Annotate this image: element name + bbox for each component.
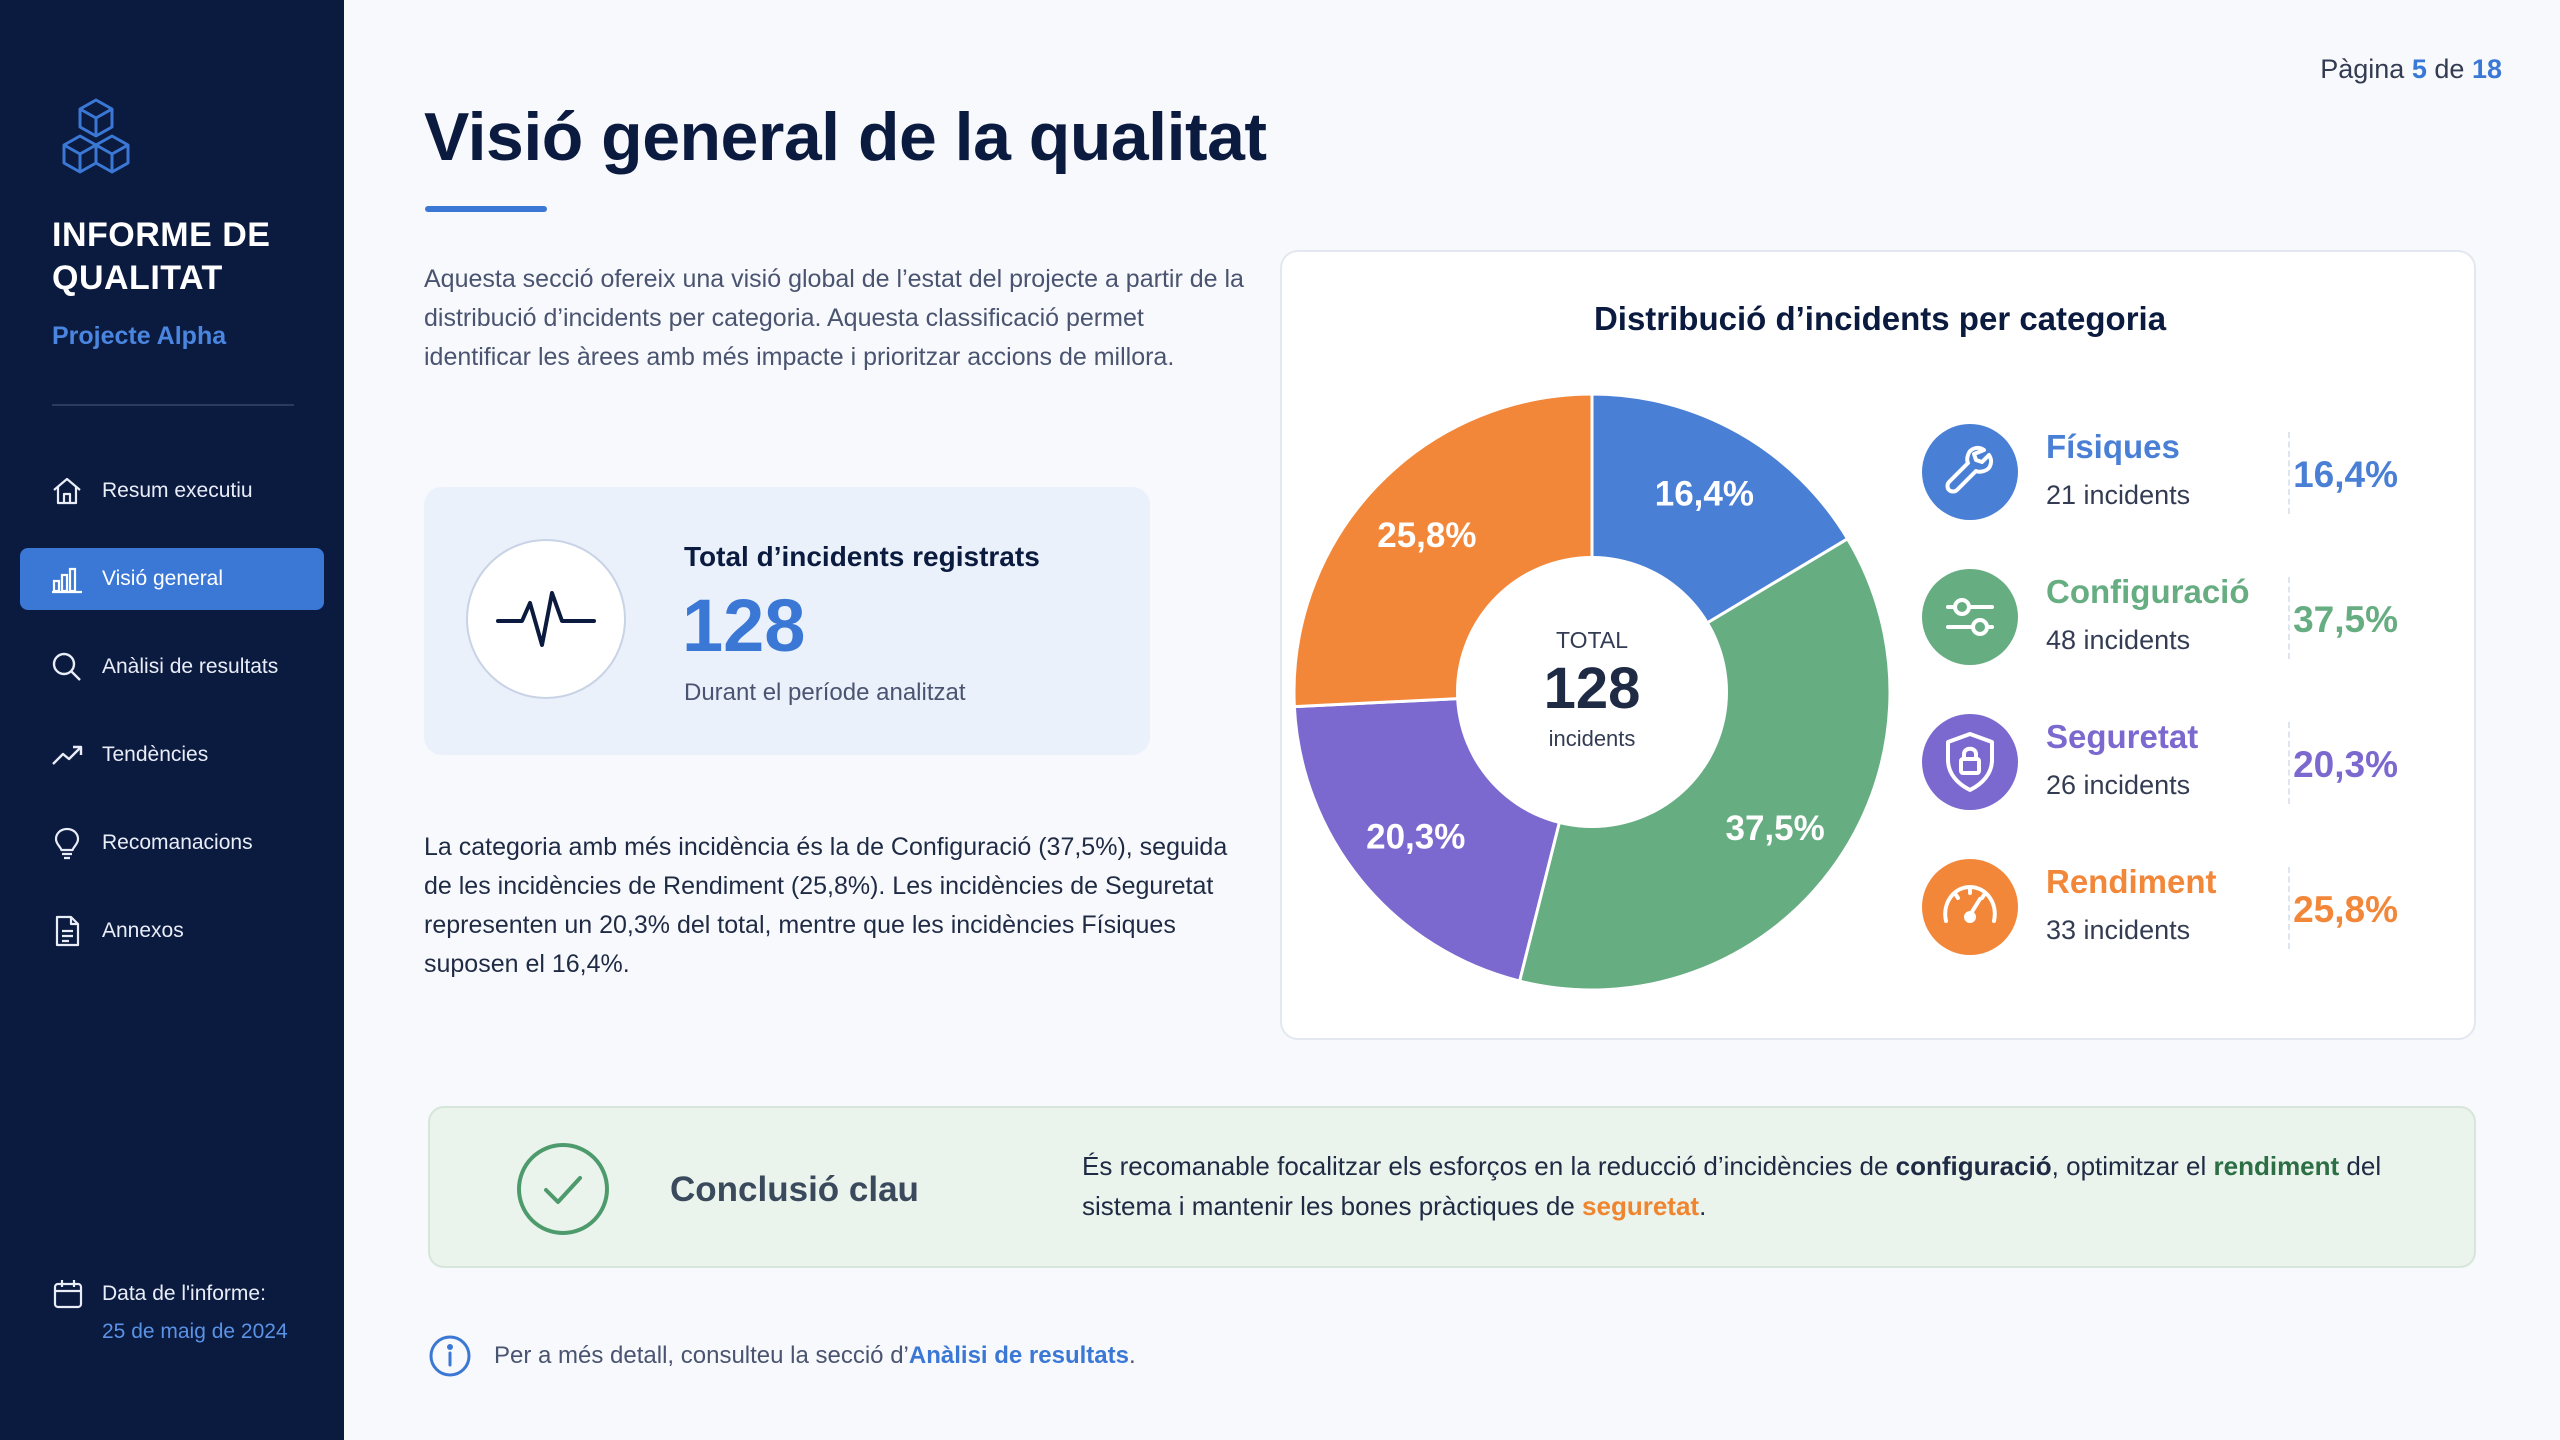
conclusion-box: Conclusió clau És recomanable focalitzar… bbox=[428, 1106, 2476, 1268]
donut-center-value: 128 bbox=[1544, 656, 1641, 721]
nav-item-resum-executiu[interactable]: Resum executiu bbox=[20, 460, 324, 522]
legend-separator bbox=[2288, 432, 2290, 514]
search-icon bbox=[52, 652, 81, 681]
donut-hole bbox=[1456, 556, 1728, 828]
total-label: Total d’incidents registrats bbox=[684, 541, 1040, 572]
legend-icon-badge bbox=[1922, 569, 2018, 665]
donut-slice-label-3: 25,8% bbox=[1377, 516, 1476, 555]
total-incidents-card: Total d’incidents registrats 128 Durant … bbox=[424, 487, 1150, 755]
home-icon bbox=[53, 477, 81, 505]
nav-label: Visió general bbox=[102, 567, 224, 590]
page-of: de bbox=[2434, 54, 2465, 84]
total-value: 128 bbox=[682, 584, 806, 667]
bar-chart-icon bbox=[52, 567, 82, 594]
donut-slice-label-2: 20,3% bbox=[1366, 818, 1465, 857]
legend-count: 26 incidents bbox=[2046, 770, 2191, 800]
keyword-configuracio: configuració bbox=[1895, 1151, 2052, 1181]
legend-icon-badge bbox=[1922, 859, 2018, 955]
conclusion-text-part: del sistema i mantenir les bones pràctiq… bbox=[1082, 1151, 2382, 1221]
legend-count: 21 incidents bbox=[2046, 480, 2191, 510]
donut-chart: TOTAL 128 incidents 16,4% 37,5% 20,3% 25,8% bbox=[1292, 392, 1892, 992]
date-label: Data de l'informe: bbox=[102, 1282, 266, 1305]
page-indicator: Pàgina 5 de 18 bbox=[2320, 54, 2502, 85]
chart-card: Distribució d’incidents per categoria TO… bbox=[1280, 250, 2476, 1040]
page-prefix: Pàgina bbox=[2320, 54, 2405, 84]
donut-center-label: TOTAL bbox=[1556, 627, 1628, 653]
calendar-icon bbox=[53, 1280, 83, 1309]
legend-count: 48 incidents bbox=[2046, 625, 2191, 655]
nav-label: Annexos bbox=[102, 919, 184, 942]
legend-separator bbox=[2288, 722, 2290, 804]
info-icon bbox=[429, 1335, 471, 1377]
document-icon bbox=[55, 915, 80, 947]
gauge-icon bbox=[1943, 884, 1997, 923]
legend-percent: 20,3% bbox=[2293, 744, 2398, 785]
page-title: Visió general de la qualitat bbox=[424, 99, 1267, 175]
nav-label: Recomanacions bbox=[102, 831, 253, 854]
page-current: 5 bbox=[2411, 54, 2427, 84]
analysis-text: La categoria amb més incidència és la de… bbox=[424, 833, 1228, 978]
sidebar-divider bbox=[52, 404, 294, 406]
total-note: Durant el període analitzat bbox=[684, 679, 966, 706]
legend-percent: 16,4% bbox=[2293, 454, 2398, 495]
nav-item-annexos[interactable]: Annexos bbox=[20, 900, 324, 962]
footnote-end: . bbox=[1128, 1342, 1136, 1369]
title-underline bbox=[425, 206, 547, 212]
keyword-seguretat: seguretat bbox=[1582, 1191, 1700, 1221]
legend-icon-badge bbox=[1922, 424, 2018, 520]
legend-name: Físiques bbox=[2046, 428, 2180, 465]
trend-icon bbox=[52, 745, 83, 765]
legend-separator bbox=[2288, 867, 2290, 949]
conclusion-text-part: És recomanable focalitzar els esforços e… bbox=[1082, 1151, 1896, 1181]
conclusion-text-part: . bbox=[1699, 1191, 1707, 1221]
footnote-text: Per a més detall, consulteu la secció d’… bbox=[494, 1342, 1136, 1370]
nav-item-recomanacions[interactable]: Recomanacions bbox=[20, 812, 324, 874]
donut-center-unit: incidents bbox=[1549, 726, 1636, 751]
legend-separator bbox=[2288, 577, 2290, 659]
report-title: INFORME DE QUALITAT bbox=[52, 216, 271, 297]
shield-lock-icon bbox=[1946, 732, 1994, 792]
date-value: 25 de maig de 2024 bbox=[102, 1320, 288, 1343]
nav-item-tendencies[interactable]: Tendències bbox=[20, 724, 324, 786]
nav-label: Anàlisi de resultats bbox=[102, 655, 279, 678]
nav-item-visio-general[interactable]: Visió general bbox=[20, 548, 324, 610]
conclusion-title: Conclusió clau bbox=[670, 1170, 919, 1209]
conclusion-text: És recomanable focalitzar els esforços e… bbox=[1082, 1146, 2382, 1226]
donut-slice-label-1: 37,5% bbox=[1726, 809, 1825, 848]
lightbulb-icon bbox=[54, 827, 80, 860]
nav-label: Resum executiu bbox=[102, 479, 253, 502]
intro-text: Aquesta secció ofereix una visió global … bbox=[424, 265, 1244, 371]
legend-item-seguretat: Seguretat 26 incidents 20,3% bbox=[1922, 702, 2442, 812]
legend-percent: 37,5% bbox=[2293, 599, 2398, 640]
conclusion-text-part: , optimitzar el bbox=[2051, 1151, 2214, 1181]
legend-name: Configuració bbox=[2046, 573, 2250, 610]
nav-label: Tendències bbox=[102, 743, 209, 766]
legend-name: Seguretat bbox=[2046, 718, 2199, 755]
wrench-icon bbox=[1945, 445, 1994, 494]
keyword-rendiment: rendiment bbox=[2213, 1151, 2340, 1181]
legend-item-fisiques: Físiques 21 incidents 16,4% bbox=[1922, 412, 2442, 522]
project-name: Projecte Alpha bbox=[52, 322, 227, 350]
chart-title: Distribució d’incidents per categoria bbox=[1593, 300, 2167, 337]
legend-count: 33 incidents bbox=[2046, 915, 2191, 945]
legend-name: Rendiment bbox=[2046, 863, 2217, 900]
legend-item-rendiment: Rendiment 33 incidents 25,8% bbox=[1922, 847, 2442, 957]
footnote-link-analisi[interactable]: Anàlisi de resultats bbox=[908, 1342, 1129, 1369]
page-total: 18 bbox=[2471, 54, 2502, 84]
sliders-icon bbox=[1946, 598, 1994, 636]
pulse-icon-circle bbox=[466, 539, 626, 699]
sidebar: INFORME DE QUALITAT Projecte Alpha Resum… bbox=[0, 0, 344, 1440]
nav-item-analisi-de-resultats[interactable]: Anàlisi de resultats bbox=[20, 636, 324, 698]
pulse-icon bbox=[496, 591, 596, 647]
legend-percent: 25,8% bbox=[2293, 889, 2398, 930]
legend-icon-badge bbox=[1922, 714, 2018, 810]
footnote-prefix: Per a més detall, consulteu la secció d’ bbox=[494, 1342, 909, 1369]
cubes-icon bbox=[62, 98, 130, 174]
legend-item-configuracio: Configuració 48 incidents 37,5% bbox=[1922, 557, 2442, 667]
donut-slice-label-0: 16,4% bbox=[1655, 475, 1754, 514]
check-circle-icon bbox=[517, 1143, 609, 1235]
